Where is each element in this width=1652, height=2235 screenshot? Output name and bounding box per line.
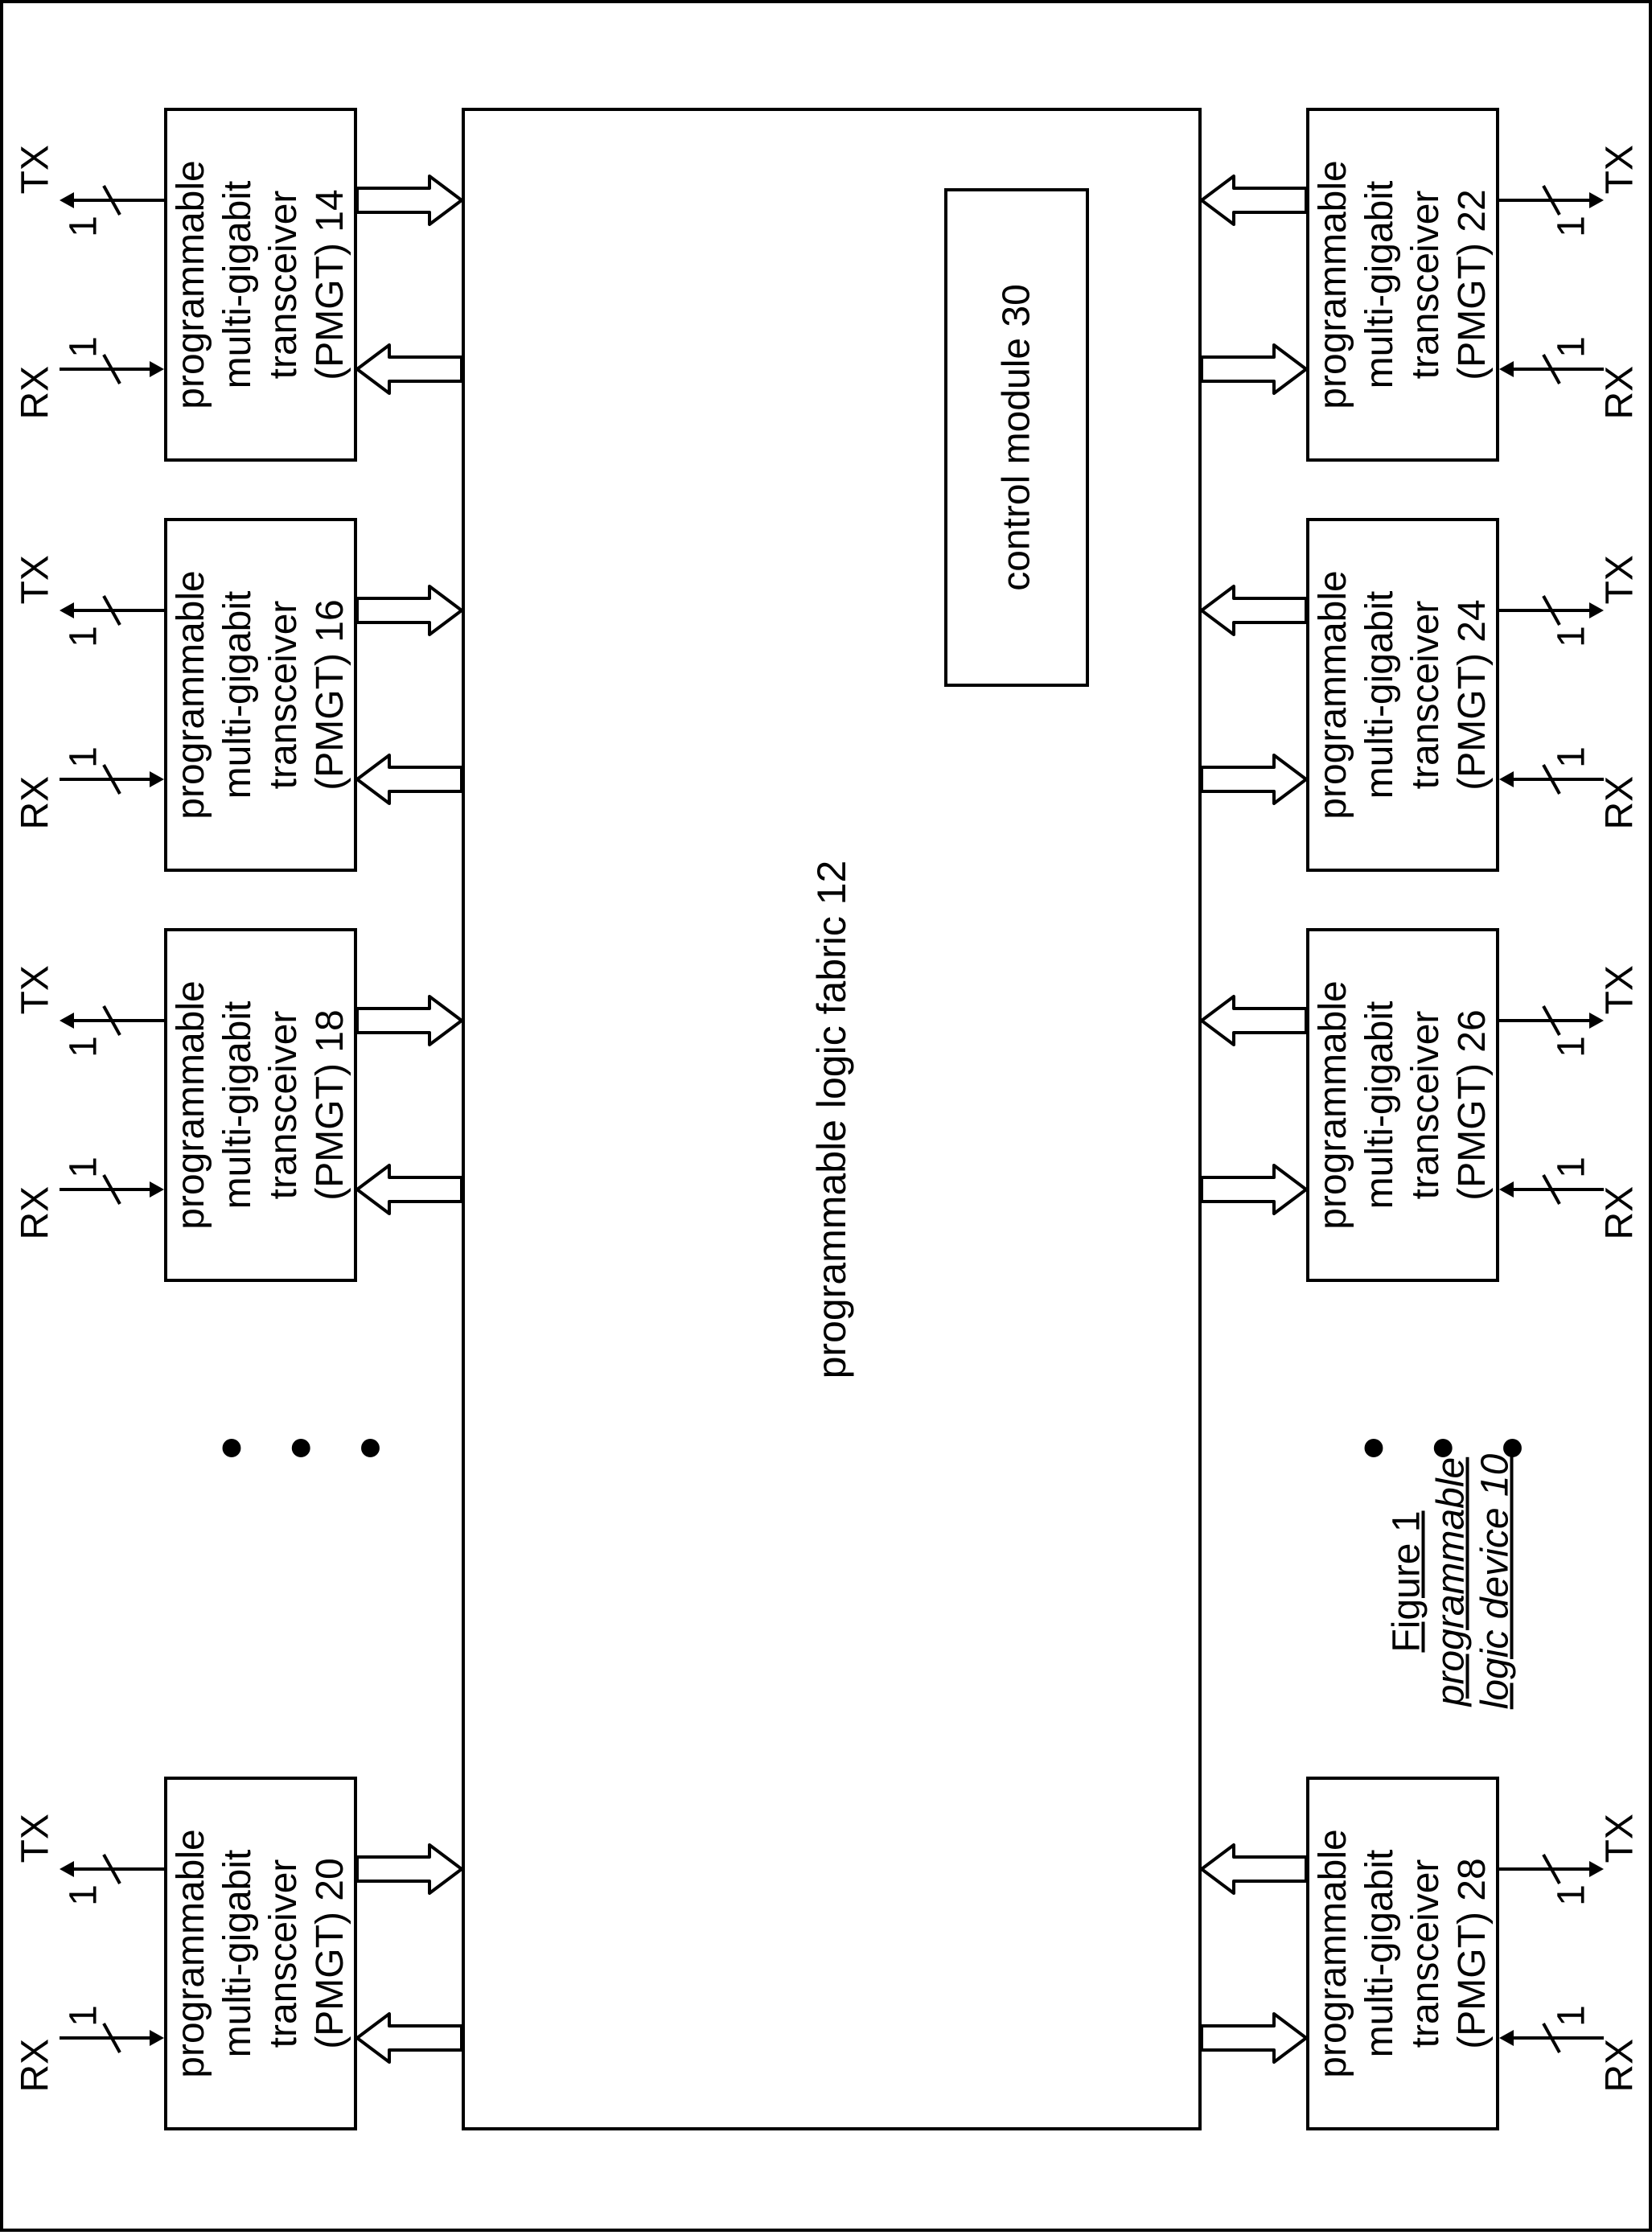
- bus-width: 1: [1550, 1880, 1594, 1912]
- rx-label: RX: [1598, 782, 1642, 830]
- diagram-canvas: programmable logic fabric 12 control mod…: [0, 0, 1652, 2232]
- figure-title-line1: programmable: [1430, 1457, 1473, 1706]
- bus-width: 1: [62, 211, 106, 243]
- tx-label: TX: [14, 557, 58, 605]
- bus-width: 1: [62, 742, 106, 774]
- bus-width: 1: [62, 1152, 106, 1184]
- bus-width: 1: [62, 1031, 106, 1063]
- figure-title-line2: logic device 10: [1474, 1454, 1517, 1710]
- rx-label: RX: [14, 372, 58, 420]
- tx-label: TX: [1598, 146, 1642, 195]
- tx-label: TX: [14, 1815, 58, 1863]
- bus-width: 1: [62, 1880, 106, 1912]
- tx-label: TX: [1598, 557, 1642, 605]
- tx-label: TX: [14, 146, 58, 195]
- bus-width: 1: [1550, 1031, 1594, 1063]
- figure-ref: Figure 1: [1386, 1510, 1428, 1652]
- rx-label: RX: [14, 1192, 58, 1240]
- tx-label: TX: [1598, 1815, 1642, 1863]
- bus-width: 1: [62, 2000, 106, 2032]
- bus-width: 1: [1550, 1152, 1594, 1184]
- bus-width: 1: [1550, 621, 1594, 653]
- tx-label: TX: [1598, 967, 1642, 1015]
- figure-caption: Figure 1 programmable logic device 10: [1385, 1453, 1518, 1711]
- rx-label: RX: [1598, 372, 1642, 420]
- bus-width: 1: [1550, 211, 1594, 243]
- bus-width: 1: [1550, 742, 1594, 774]
- bus-width: 1: [62, 621, 106, 653]
- rx-label: RX: [14, 2044, 58, 2093]
- rx-label: RX: [1598, 2044, 1642, 2093]
- tx-label: TX: [14, 967, 58, 1015]
- rx-label: RX: [14, 782, 58, 830]
- arrows-svg: [3, 3, 1652, 2235]
- bus-width: 1: [1550, 331, 1594, 364]
- bus-width: 1: [1550, 2000, 1594, 2032]
- bus-width: 1: [62, 331, 106, 364]
- rx-label: RX: [1598, 1192, 1642, 1240]
